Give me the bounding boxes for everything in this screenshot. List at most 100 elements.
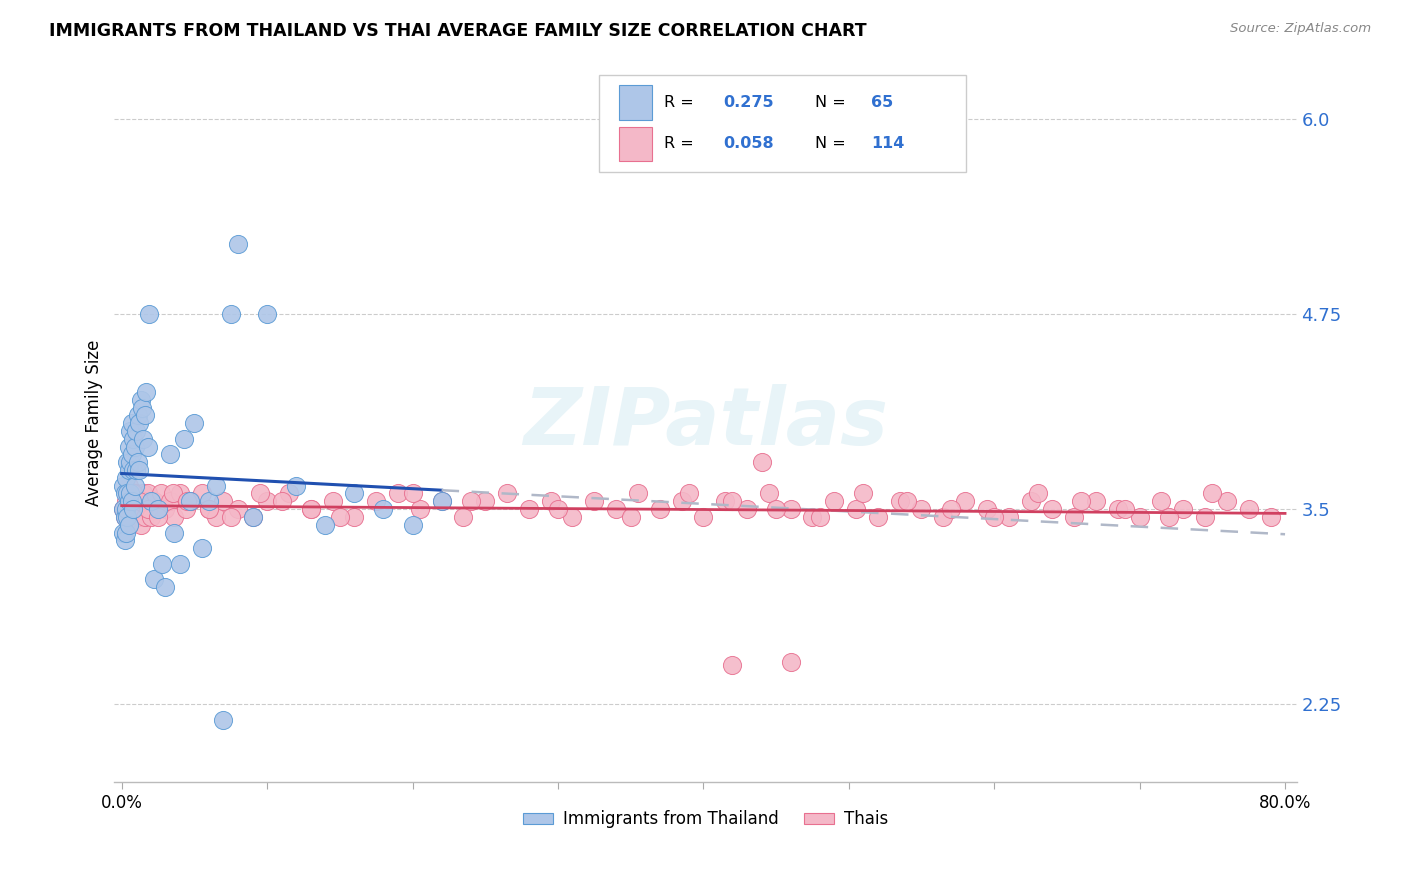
Point [648, 502, 671, 516]
Point [714, 494, 737, 508]
Point [128, 416, 150, 430]
Point [1019, 494, 1042, 508]
Point [765, 502, 787, 516]
Point [135, 384, 157, 399]
Point [118, 517, 141, 532]
Point [277, 486, 299, 500]
Point [155, 502, 177, 516]
Point [1237, 502, 1260, 516]
Point [139, 509, 162, 524]
Point [314, 517, 336, 532]
Point [159, 494, 181, 508]
Point [627, 486, 650, 500]
Point [117, 455, 139, 469]
Point [226, 502, 249, 516]
Point [583, 494, 606, 508]
Point [256, 494, 278, 508]
Point [453, 509, 475, 524]
Point [127, 409, 149, 423]
Point [721, 658, 744, 673]
Point [115, 494, 138, 508]
Point [561, 509, 583, 524]
Text: IMMIGRANTS FROM THAILAND VS THAI AVERAGE FAMILY SIZE CORRELATION CHART: IMMIGRANTS FROM THAILAND VS THAI AVERAGE… [49, 22, 868, 40]
Point [198, 502, 221, 516]
Point [1114, 502, 1136, 516]
Point [1194, 509, 1216, 524]
Point [242, 509, 264, 524]
Point [779, 502, 801, 516]
Point [129, 517, 152, 532]
Point [115, 525, 138, 540]
Point [430, 494, 453, 508]
Point [125, 486, 148, 500]
Point [758, 486, 780, 500]
Point [142, 494, 165, 508]
Point [401, 517, 423, 532]
Point [198, 494, 221, 508]
Point [128, 463, 150, 477]
Point [152, 557, 174, 571]
Point [122, 463, 145, 477]
Point [190, 486, 212, 500]
Bar [619, 86, 652, 120]
Point [226, 236, 249, 251]
Point [1070, 494, 1092, 508]
Point [692, 509, 714, 524]
Bar [619, 127, 652, 161]
Point [1173, 502, 1195, 516]
Point [120, 486, 142, 500]
Point [889, 494, 911, 508]
Point [939, 502, 962, 516]
Point [118, 440, 141, 454]
Point [343, 486, 366, 500]
Point [163, 525, 186, 540]
Point [114, 533, 136, 548]
Point [132, 432, 155, 446]
Point [169, 486, 191, 500]
Point [155, 580, 177, 594]
Point [121, 494, 143, 508]
Text: N =: N = [815, 136, 852, 152]
Point [128, 509, 150, 524]
Y-axis label: Average Family Size: Average Family Size [86, 340, 103, 507]
Point [671, 494, 693, 508]
Point [136, 502, 159, 516]
Point [801, 509, 824, 524]
Point [270, 494, 292, 508]
Point [540, 494, 562, 508]
Point [1085, 494, 1108, 508]
Point [138, 502, 160, 516]
Point [1129, 509, 1152, 524]
Point [121, 486, 143, 500]
Text: 0.058: 0.058 [723, 136, 773, 152]
Point [256, 307, 278, 321]
Point [118, 478, 141, 492]
Point [121, 447, 143, 461]
Point [125, 463, 148, 477]
Point [142, 573, 165, 587]
Point [122, 509, 145, 524]
Point [139, 494, 162, 508]
Point [121, 416, 143, 430]
Point [983, 509, 1005, 524]
Text: Source: ZipAtlas.com: Source: ZipAtlas.com [1230, 22, 1371, 36]
Point [343, 509, 366, 524]
Point [125, 424, 148, 438]
Point [976, 502, 998, 516]
Point [112, 478, 135, 492]
Point [409, 502, 432, 516]
Point [496, 486, 519, 500]
Point [117, 502, 139, 516]
Point [997, 509, 1019, 524]
Point [1026, 486, 1049, 500]
Point [120, 494, 142, 508]
Point [1157, 509, 1180, 524]
Point [329, 509, 352, 524]
Point [366, 494, 388, 508]
Point [169, 557, 191, 571]
Point [112, 502, 135, 516]
Point [120, 455, 142, 469]
Point [1201, 486, 1223, 500]
Point [136, 486, 159, 500]
Point [132, 486, 155, 500]
